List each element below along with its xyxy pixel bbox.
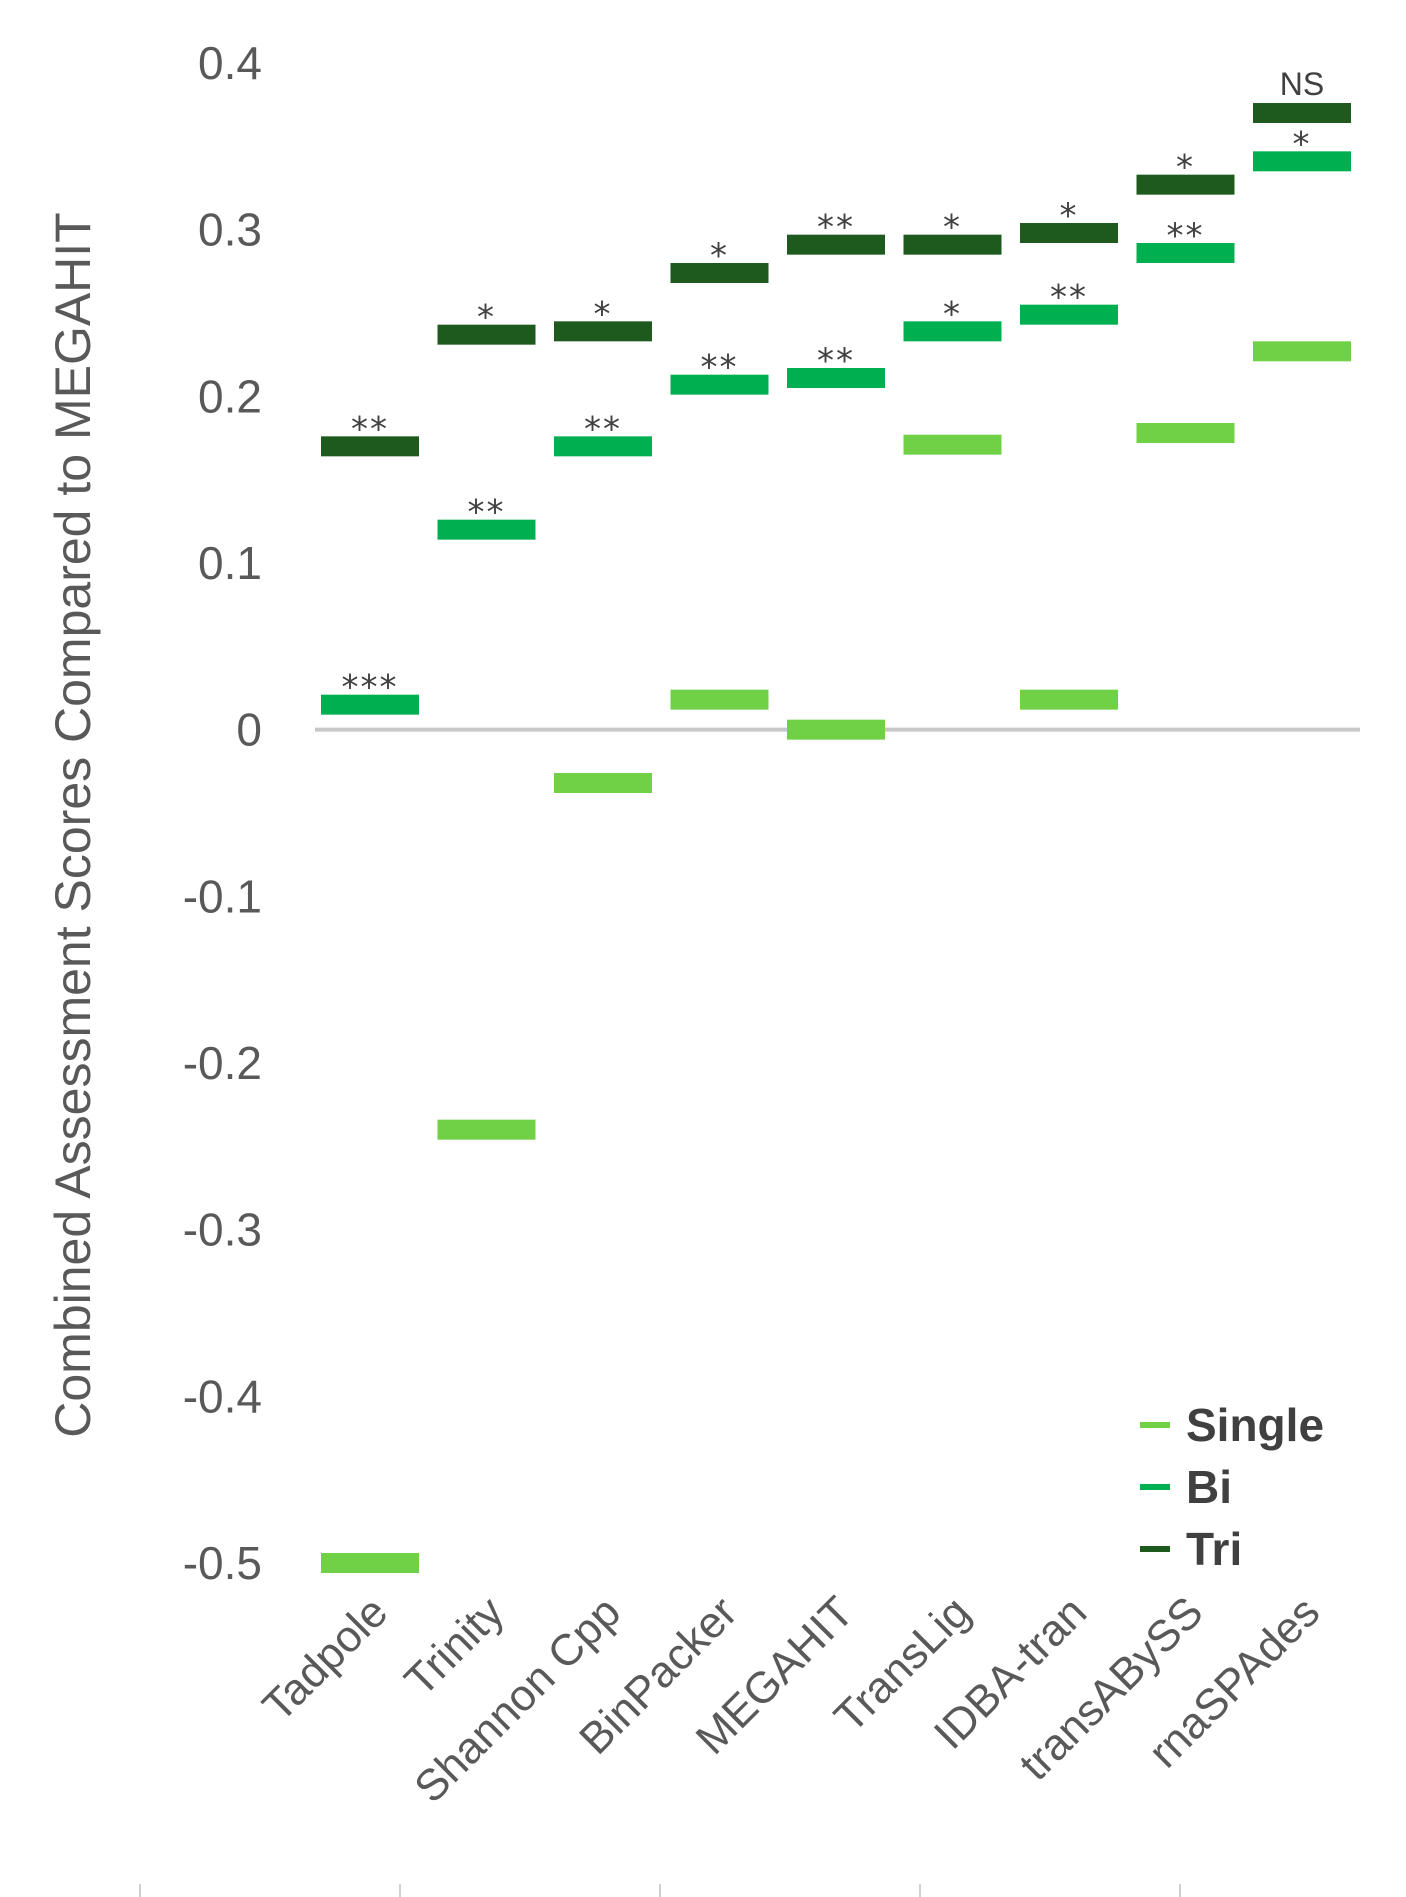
mark-single-transabyss [1136, 423, 1235, 443]
y-tick-label: 0.2 [198, 370, 262, 422]
y-tick-label: 0.3 [198, 204, 262, 256]
annotation-bi: *** [342, 668, 399, 708]
y-tick-label: -0.3 [183, 1204, 262, 1256]
mark-single-megahit [787, 719, 885, 740]
mark-tri-transabyss [1136, 174, 1235, 195]
x-tick-label: Tadpole [253, 1587, 397, 1731]
bottom-tick-marks [139, 1884, 1181, 1897]
mark-single-tadpole [321, 1553, 419, 1573]
mark-bi-idba-tran [1020, 304, 1118, 325]
annotation-tri: ** [351, 409, 389, 449]
x-tick-label: Shannon Cpp [405, 1587, 630, 1812]
mark-single-shannon-cpp [554, 773, 652, 793]
annotation-bi: ** [1050, 278, 1088, 318]
annotation-bi: ** [1167, 216, 1205, 256]
mark-bi-tadpole [321, 694, 419, 715]
legend-label-bi: Bi [1186, 1461, 1232, 1513]
y-tick-label: 0 [236, 704, 262, 756]
mark-single-binpacker [670, 689, 769, 710]
mark-bi-trinity [437, 519, 536, 540]
mark-bi-transabyss [1136, 243, 1235, 263]
annotation-bi: ** [701, 348, 739, 388]
mark-bi-shannon-cpp [554, 436, 652, 457]
mark-single-trinity [437, 1119, 536, 1140]
annotation-tri: ** [817, 208, 855, 248]
y-tick-label: 0.1 [198, 537, 262, 589]
y-axis-label: Combined Assessment Scores Compared to M… [45, 212, 101, 1437]
annotation-bi: * [1293, 124, 1312, 164]
annotation-tri: * [594, 294, 613, 334]
mark-tri-idba-tran [1020, 223, 1118, 243]
legend: Single Bi Tri [1140, 1399, 1324, 1575]
mark-tri-binpacker [670, 263, 769, 283]
annotation-tri: * [710, 236, 729, 276]
annotation-tri: * [1060, 196, 1079, 236]
y-tick-label: 0.4 [198, 37, 262, 89]
mark-tri-rnaspades [1253, 103, 1351, 123]
y-tick-label: -0.5 [183, 1537, 262, 1589]
y-tick-label: -0.2 [183, 1037, 262, 1089]
annotation-bi: ** [584, 409, 622, 449]
annotation-tri: * [1176, 148, 1195, 188]
mark-bi-binpacker [670, 374, 769, 395]
mark-single-idba-tran [1020, 689, 1118, 710]
legend-label-tri: Tri [1186, 1523, 1242, 1575]
annotation-bi: ** [468, 493, 506, 533]
annotation-bi: ** [817, 341, 855, 381]
mark-tri-translig [903, 234, 1002, 255]
mark-single-translig [903, 434, 1002, 455]
annotations: ********* *** ******** **** * **NS [342, 66, 1325, 708]
annotation-tri: * [477, 298, 496, 338]
mark-tri-megahit [787, 234, 885, 255]
data-marks [321, 103, 1351, 1573]
annotation-tri: * [943, 208, 962, 248]
mark-bi-rnaspades [1253, 151, 1351, 172]
annotation-tri: NS [1280, 66, 1324, 102]
mark-single-rnaspades [1253, 341, 1351, 362]
mark-bi-megahit [787, 368, 885, 388]
y-axis-ticks: 0.4 0.3 0.2 0.1 0 -0.1 -0.2 -0.3 -0.4 -0.5 [183, 37, 262, 1589]
mark-tri-tadpole [321, 436, 419, 457]
y-tick-label: -0.1 [183, 870, 262, 922]
y-tick-label: -0.4 [183, 1370, 262, 1422]
legend-label-single: Single [1186, 1399, 1324, 1451]
annotation-bi: * [943, 294, 962, 334]
mark-bi-translig [903, 321, 1002, 342]
mark-tri-shannon-cpp [554, 321, 652, 342]
mark-tri-trinity [437, 324, 536, 345]
